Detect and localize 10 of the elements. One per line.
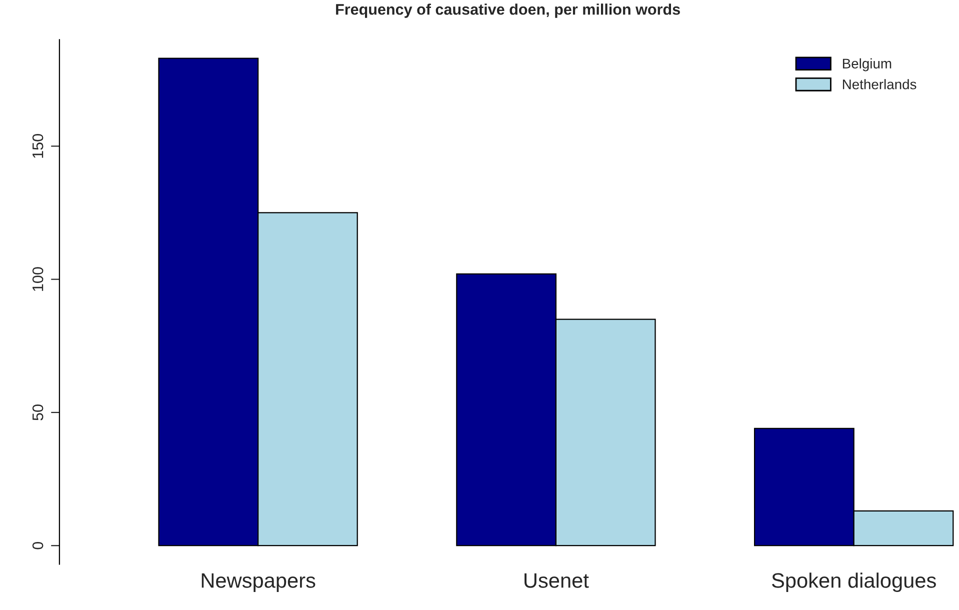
- x-tick-label: Spoken dialogues: [772, 572, 936, 592]
- chart-title: Frequency of causative doen, per million words: [336, 4, 680, 18]
- y-tick-label: 150: [32, 134, 44, 158]
- legend-label: Netherlands: [842, 79, 916, 90]
- legend-label: Belgium: [842, 58, 892, 72]
- x-tick-label: Newspapers: [202, 573, 316, 592]
- y-tick-label: 50: [32, 404, 44, 420]
- x-tick-label: Usenet: [524, 573, 589, 588]
- y-tick-label: 100: [32, 267, 44, 291]
- y-tick-label: 0: [32, 542, 44, 550]
